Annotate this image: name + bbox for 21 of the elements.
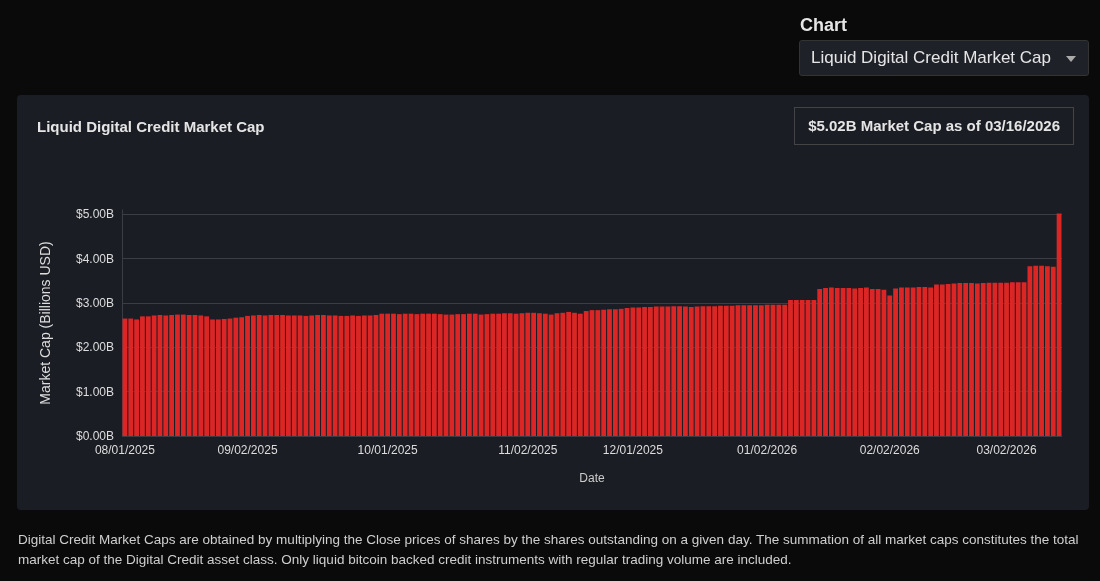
x-tick-label: 03/02/2026 xyxy=(976,443,1037,457)
y-tick-label: $0.00B xyxy=(75,429,114,443)
x-tick-label: 01/02/2026 xyxy=(737,443,798,457)
y-tick-label: $1.00B xyxy=(75,384,114,399)
text: $5.02B Market Cap as of 03/16/2026 xyxy=(794,107,1074,145)
x-tick-label: 02/02/2026 xyxy=(859,443,921,457)
x-tick-label: 11/02/2025 xyxy=(498,443,558,457)
x-axis-title: Date xyxy=(579,471,605,485)
y-tick-label: $3.00B xyxy=(75,296,114,311)
text: Digital Credit Market Caps are obtained by multiplying the Close prices of shares by the shares outstanding on a given day. The summation of all market caps constitutes the total market cap of the Digital Credit asset class. Only liquid bitcoin backed credit instruments with regular trading volume are included. xyxy=(18,531,1080,569)
y-axis-title: Market Cap (Billions USD) xyxy=(37,241,53,405)
y-tick-label: $2.00B xyxy=(75,340,114,355)
x-tick-label: 10/01/2025 xyxy=(357,443,419,457)
y-tick-label: $4.00B xyxy=(75,251,114,266)
y-tick-label: $5.00B xyxy=(75,207,114,222)
x-tick-label: 08/01/2025 xyxy=(94,443,156,457)
chart-title: Liquid Digital Credit Market Cap xyxy=(37,118,265,135)
text: Chart xyxy=(800,15,848,36)
x-tick-label: 12/01/2025 xyxy=(602,443,664,457)
chart-select: Liquid Digital Credit Market Cap xyxy=(799,40,1089,76)
x-tick-label: 09/02/2025 xyxy=(217,443,278,457)
